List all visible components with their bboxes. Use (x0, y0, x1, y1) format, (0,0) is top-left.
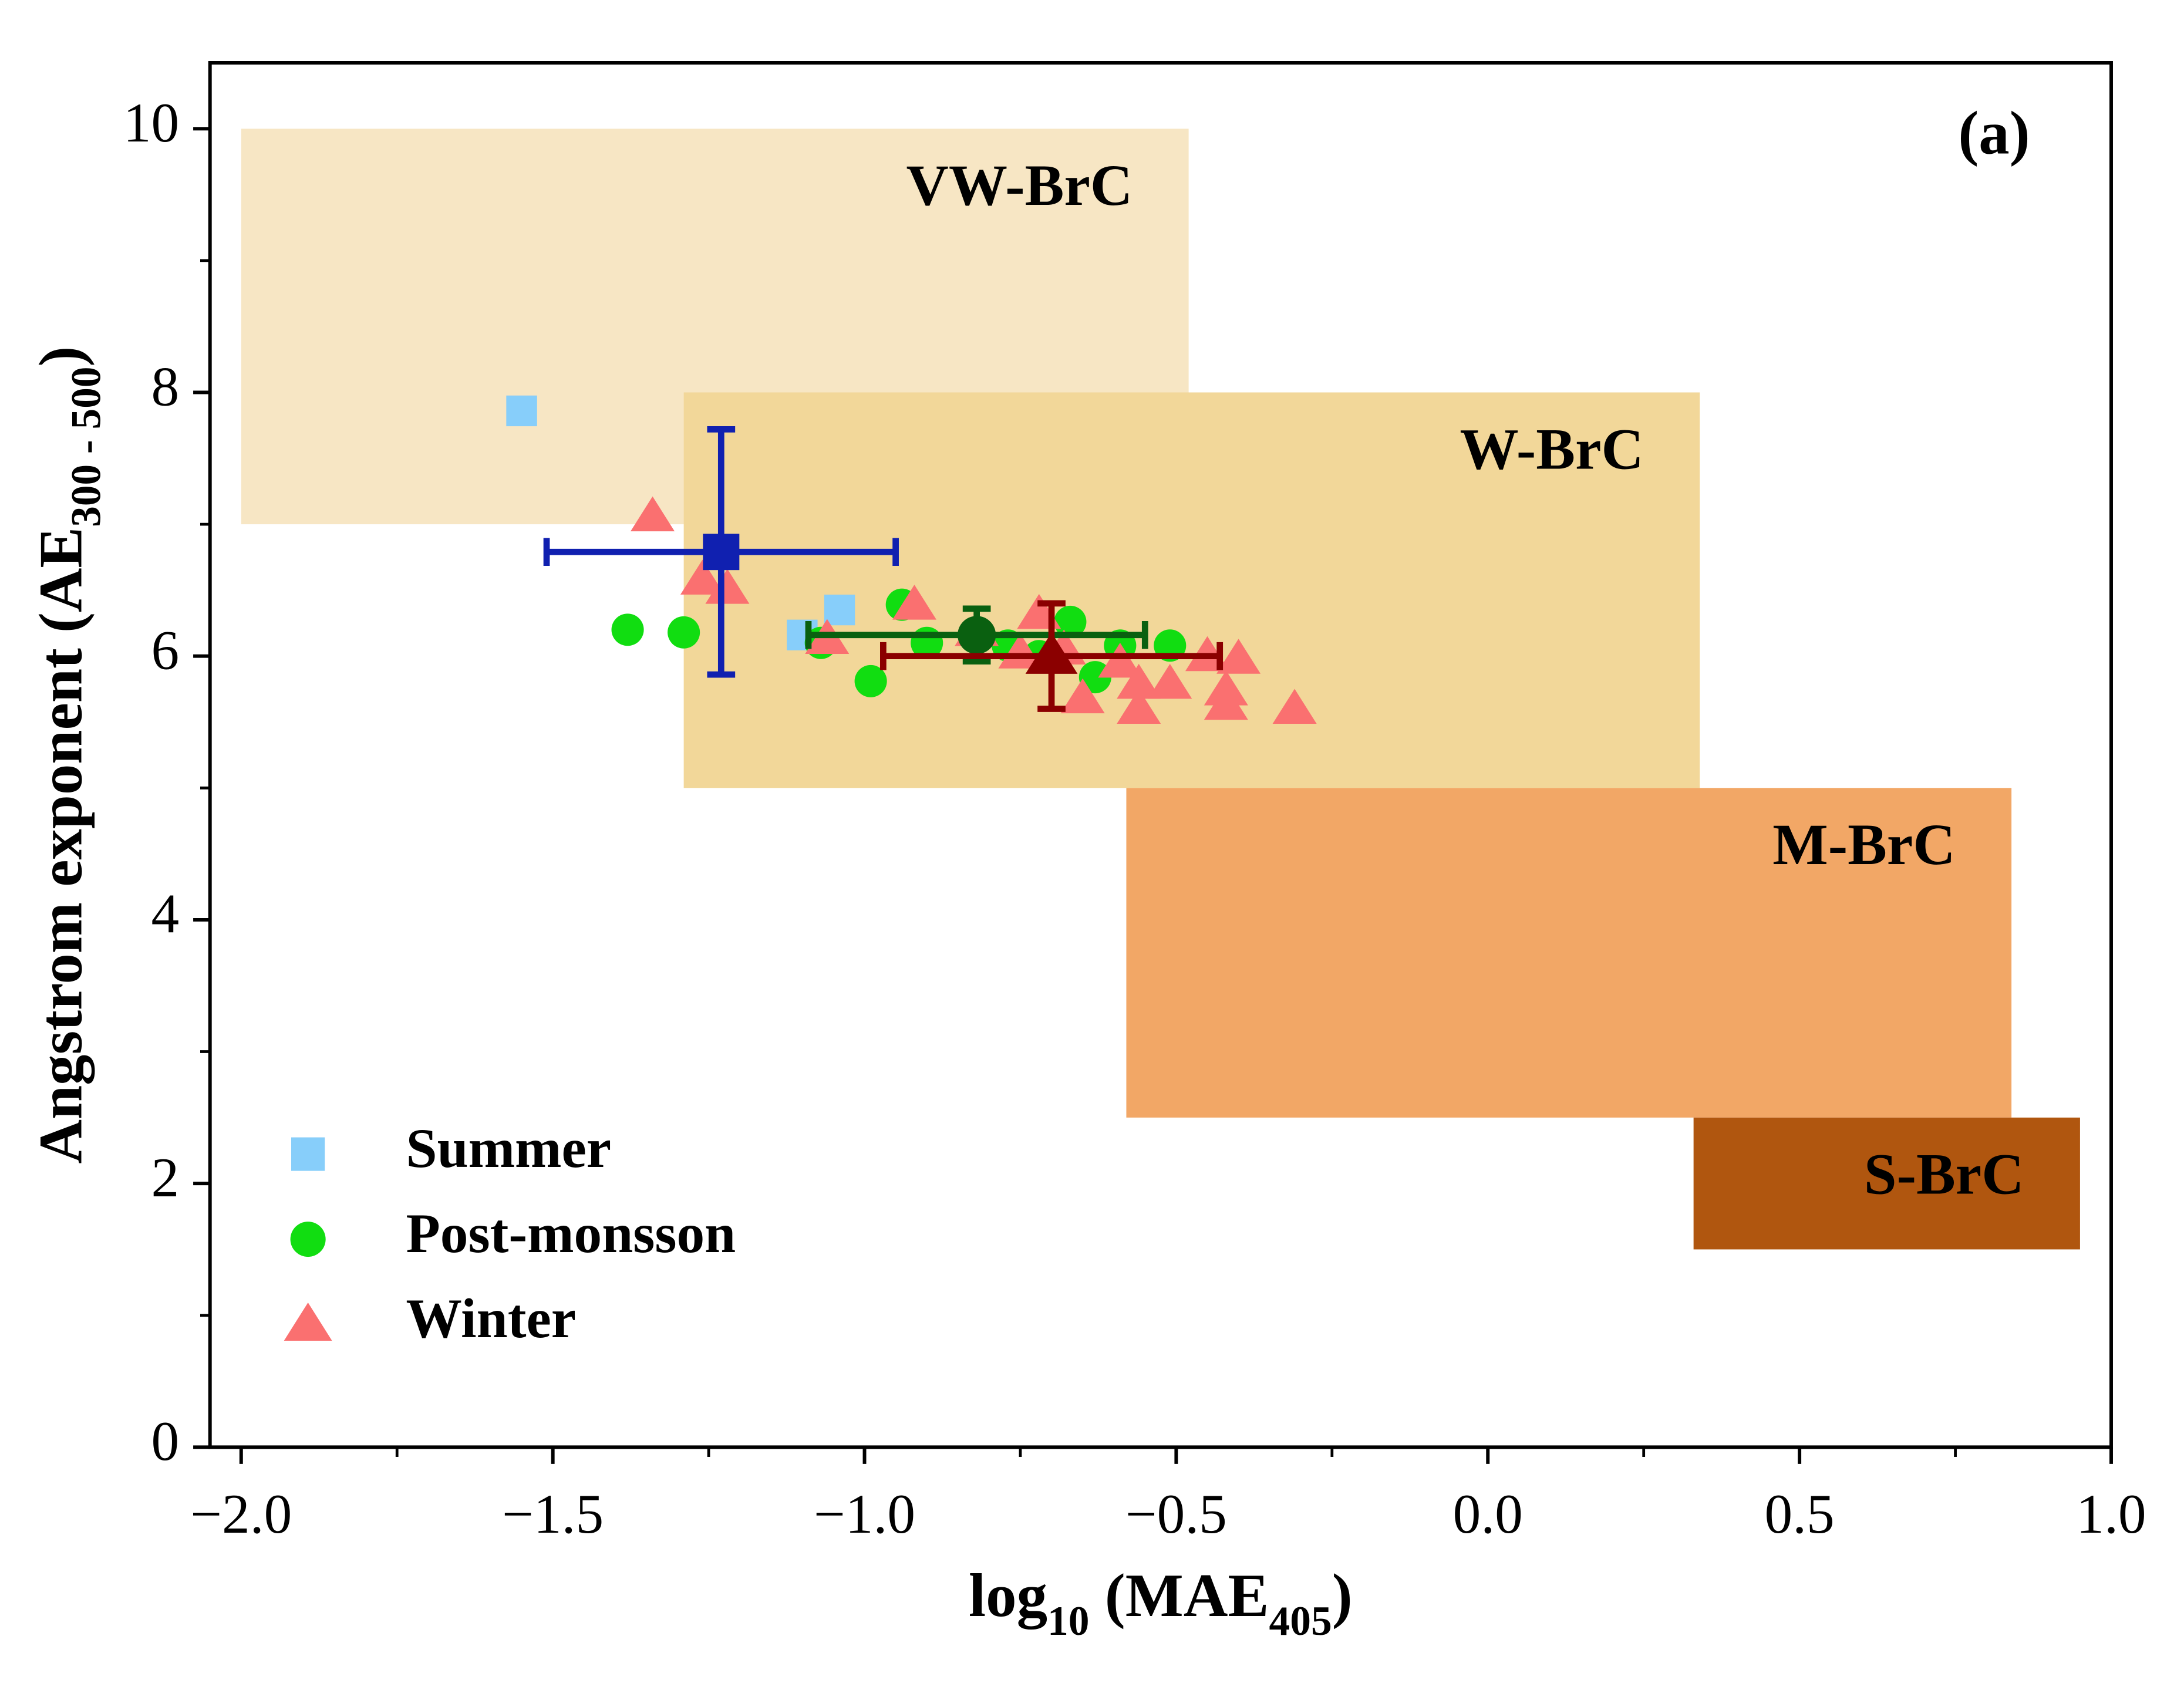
x-axis-label-part: 10 (1047, 1598, 1090, 1644)
region-label: M-BrC (1772, 812, 1955, 877)
point (506, 395, 537, 427)
x-axis-label-part: (MAE (1090, 1561, 1269, 1630)
y-axis-label: Angstrom exponent (AE300 - 500) (26, 346, 109, 1164)
point (998, 633, 1043, 669)
region-label: W-BrC (1460, 417, 1644, 482)
x-tick-label: 0.5 (1765, 1483, 1835, 1545)
y-tick-label: 4 (151, 883, 180, 945)
point (1117, 663, 1161, 699)
point (1078, 661, 1111, 694)
point (892, 585, 936, 620)
point (854, 664, 887, 697)
point (1054, 605, 1087, 638)
y-tick-label: 10 (123, 92, 179, 154)
x-tick-label: −0.5 (1125, 1483, 1227, 1545)
legend-marker (284, 1303, 332, 1341)
x-tick-label: 1.0 (2076, 1483, 2146, 1545)
mean-point (958, 616, 996, 655)
region (1126, 788, 2012, 1118)
point (1098, 642, 1142, 678)
x-axis-label: log10 (MAE405) (969, 1561, 1353, 1644)
point (1204, 684, 1248, 720)
point (680, 559, 724, 595)
point (1216, 639, 1261, 674)
x-axis-label-part: log (969, 1561, 1047, 1630)
mean-point (1025, 632, 1078, 674)
x-tick-label: −1.0 (814, 1483, 915, 1545)
point (1272, 689, 1317, 724)
region (683, 392, 1700, 788)
x-axis-label-part: 405 (1269, 1598, 1332, 1644)
x-tick-label: 0.0 (1453, 1483, 1523, 1545)
y-axis-label-part: Angstrom exponent (AE (26, 527, 95, 1164)
point (611, 613, 644, 646)
mean-point (703, 534, 740, 571)
y-tick-label: 8 (151, 355, 180, 417)
y-tick-label: 2 (151, 1146, 180, 1209)
x-tick-label: −2.0 (190, 1483, 292, 1545)
point (1148, 663, 1192, 699)
legend-label: Post-monsson (406, 1202, 736, 1264)
plot-frame (208, 61, 2113, 1449)
y-axis-label-part: ) (26, 346, 95, 367)
legend-marker (291, 1137, 325, 1171)
point (824, 594, 855, 626)
y-tick-label: 0 (151, 1410, 180, 1472)
legend-label: Winter (406, 1287, 577, 1350)
legend-marker (290, 1222, 326, 1257)
legend-label: Summer (406, 1117, 612, 1179)
x-tick-label: −1.5 (502, 1483, 604, 1545)
region-label: VW-BrC (906, 153, 1133, 218)
y-axis-label-part: 300 - 500 (63, 367, 109, 527)
y-tick-label: 6 (151, 619, 180, 682)
point (705, 569, 750, 604)
point (1060, 678, 1105, 714)
point (631, 496, 675, 532)
x-axis-label-part: ) (1332, 1561, 1353, 1630)
region-label: S-BrC (1864, 1142, 2024, 1207)
point (1117, 689, 1161, 724)
point (668, 616, 700, 649)
region (1693, 1117, 2080, 1250)
annotation: (a) (1958, 99, 2030, 167)
